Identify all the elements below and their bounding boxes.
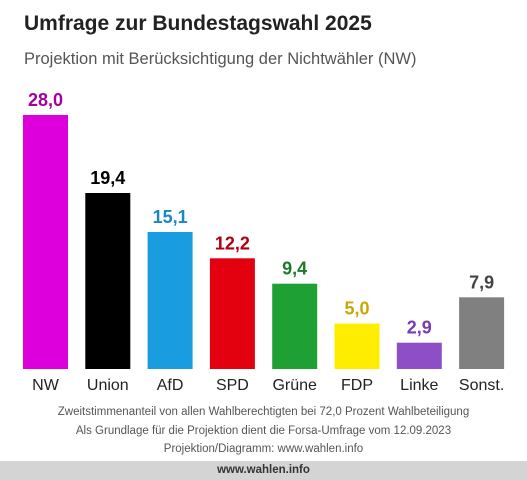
- value-label-spd: 12,2: [215, 233, 250, 253]
- value-label-union: 19,4: [90, 168, 125, 188]
- bar-fdp: [334, 323, 380, 369]
- category-label-union: Union: [87, 377, 129, 394]
- category-label-fdp: FDP: [341, 377, 373, 394]
- footnote-turnout: Zweitstimmenanteil von allen Wahlberecht…: [57, 406, 470, 418]
- category-label-afd: AfD: [157, 377, 184, 394]
- bar-afd: [147, 232, 193, 369]
- category-label-spd: SPD: [216, 377, 249, 394]
- footnote-source-poll: Als Grundlage für die Projektion dient d…: [75, 425, 452, 437]
- chart-subtitle: Projektion mit Berücksichtigung der Nich…: [24, 50, 417, 68]
- bar-spd: [209, 258, 255, 369]
- value-label-fdp: 5,0: [344, 299, 369, 319]
- chart-title: Umfrage zur Bundestagswahl 2025: [24, 12, 372, 35]
- source-bar: www.wahlen.info: [0, 461, 527, 480]
- bar-sonst: [459, 297, 505, 369]
- value-label-afd: 15,1: [153, 207, 188, 227]
- bar-chart: 28,0 NW 19,4 Union 15,1 AfD 12,2 SPD 9,4 Grüne 5,0…: [23, 90, 505, 394]
- category-label-linke: Linke: [400, 377, 438, 394]
- value-label-linke: 2,9: [407, 318, 432, 338]
- footnote-credit: Projektion/Diagramm: www.wahlen.info: [163, 443, 364, 455]
- category-label-nw: NW: [32, 377, 60, 394]
- category-label-gr-ne: Grüne: [272, 377, 317, 394]
- value-label-gr-ne: 9,4: [282, 259, 307, 279]
- value-label-nw: 28,0: [28, 90, 63, 110]
- bar-gr-ne: [272, 283, 318, 369]
- bar-linke: [396, 342, 442, 369]
- category-label-sonst: Sonst.: [459, 377, 504, 394]
- bar-nw: [23, 115, 68, 369]
- value-label-sonst: 7,9: [469, 272, 494, 292]
- bar-union: [85, 193, 131, 369]
